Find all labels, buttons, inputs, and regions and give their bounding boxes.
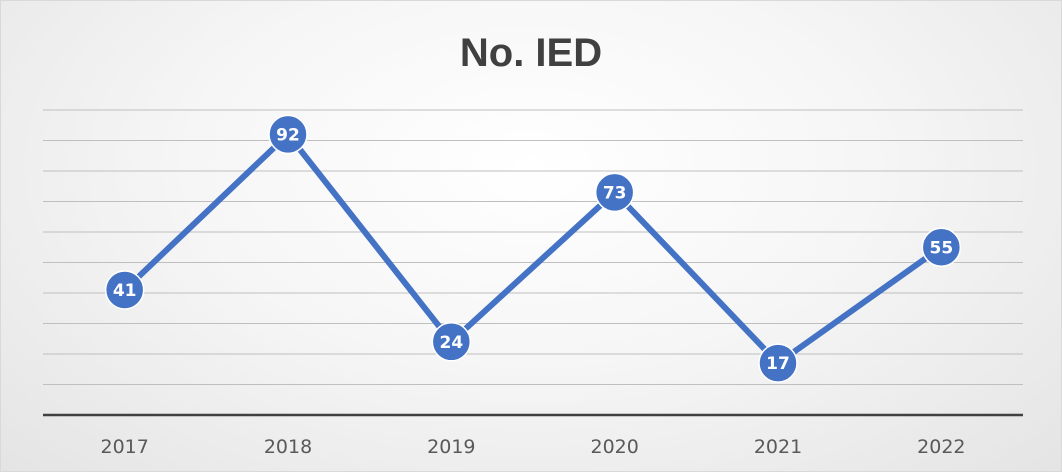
data-point: 17 [758, 343, 798, 383]
data-points: 41 92 24 73 17 55 [104, 114, 962, 383]
data-point: 41 [104, 270, 145, 310]
data-point-marker [268, 114, 308, 155]
series-line [121, 131, 945, 367]
data-label: 92 [276, 125, 300, 145]
x-tick-label: 2021 [754, 436, 802, 458]
x-tick-label: 2020 [590, 436, 638, 458]
data-point-marker [921, 227, 962, 267]
x-tick-label: 2019 [427, 436, 475, 458]
series-layer [121, 131, 945, 367]
data-label: 55 [929, 238, 953, 258]
data-point: 24 [431, 322, 472, 362]
chart-title: No. IED [459, 31, 603, 75]
data-point-marker [594, 172, 635, 213]
data-label: 41 [113, 281, 137, 301]
x-tick-label: 2018 [264, 436, 312, 458]
data-point: 73 [594, 172, 635, 213]
data-label: 73 [603, 183, 627, 203]
data-point-marker [104, 270, 145, 310]
data-point-marker [758, 343, 798, 383]
data-label: 24 [439, 333, 463, 353]
data-point-marker [431, 322, 472, 362]
x-axis: 2017 2018 2019 2020 2021 2022 [43, 413, 1023, 458]
data-point: 92 [268, 114, 308, 155]
x-tick-label: 2022 [917, 436, 965, 458]
gridlines [43, 109, 1023, 385]
data-label: 17 [766, 354, 790, 374]
data-point: 55 [921, 227, 962, 267]
x-tick-label: 2017 [100, 436, 148, 458]
